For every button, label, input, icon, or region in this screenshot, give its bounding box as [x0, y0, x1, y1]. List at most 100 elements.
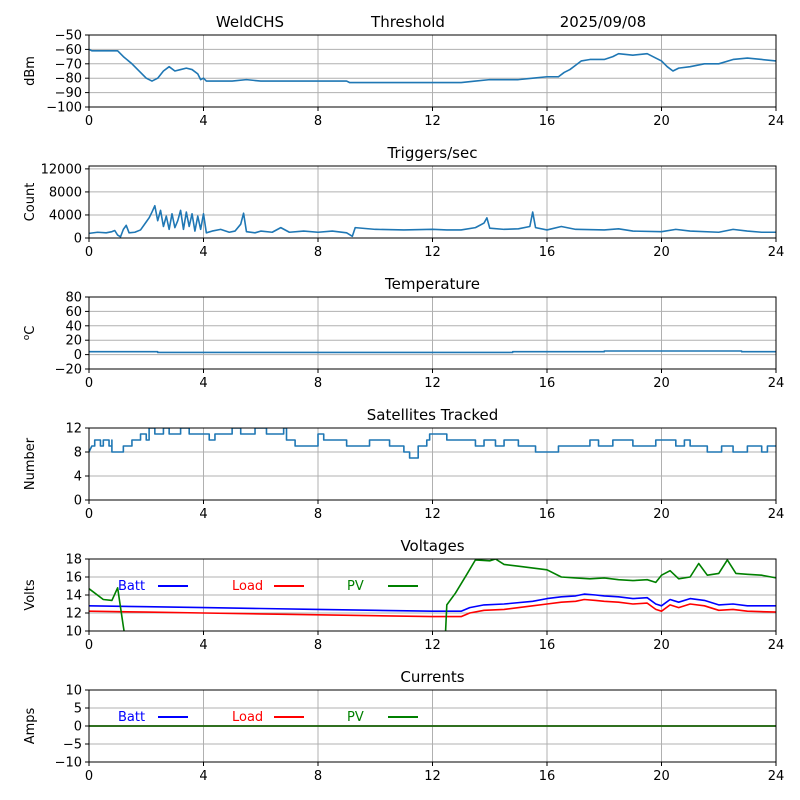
triggers-x-tick-label: 0: [85, 245, 93, 260]
voltages-y-axis-label: Volts: [23, 579, 38, 611]
currents-x-tick-label: 0: [85, 769, 93, 784]
threshold-x-tick-label: 16: [539, 114, 556, 129]
currents-x-tick-label: 16: [539, 769, 556, 784]
satellites-series-line: [89, 428, 776, 459]
temperature-title: Temperature: [384, 275, 480, 293]
voltages-y-tick-label: 14: [65, 589, 82, 604]
temperature-y-tick-label: −20: [55, 363, 82, 378]
currents-y-axis-label: Amps: [23, 707, 38, 744]
voltages-x-tick-label: 4: [199, 638, 207, 653]
temperature-y-tick-label: 80: [65, 291, 82, 306]
satellites-x-tick-label: 0: [85, 507, 93, 522]
satellites-x-tick-label: 16: [539, 507, 556, 522]
threshold-title: Threshold: [370, 13, 445, 31]
satellites-x-tick-label: 20: [653, 507, 670, 522]
voltages-panel: 0 4 8 12 16 20 24 10 12 14 16 18 Voltages Volts Batt Lo…: [23, 537, 784, 653]
station-name: WeldCHS: [216, 13, 284, 31]
satellites-y-tick-label: 8: [74, 446, 82, 461]
voltages-x-tick-label: 8: [314, 638, 322, 653]
triggers-y-tick-label: 8000: [49, 185, 82, 200]
temperature-y-axis-label: oC: [22, 326, 38, 341]
temperature-x-tick-label: 0: [85, 376, 93, 391]
voltages-legend-batt-label: Batt: [118, 579, 145, 594]
satellites-y-tick-label: 0: [74, 494, 82, 509]
temperature-y-tick-label: 20: [65, 334, 82, 349]
temperature-x-tick-label: 20: [653, 376, 670, 391]
currents-x-tick-label: 20: [653, 769, 670, 784]
currents-legend-pv-label: PV: [347, 710, 364, 725]
threshold-panel: 0 4 8 12 16 20 24 −100−90−80−70−60−50 dBm: [23, 29, 784, 130]
voltages-y-tick-label: 10: [65, 625, 82, 640]
threshold-y-tick-label: −100: [46, 101, 82, 116]
date-label: 2025/09/08: [560, 13, 646, 31]
threshold-x-tick-label: 24: [768, 114, 785, 129]
triggers-x-tick-label: 8: [314, 245, 322, 260]
threshold-y-tick-label: −70: [55, 57, 82, 72]
temperature-y-tick-label: 0: [74, 348, 82, 363]
temperature-x-tick-label: 4: [199, 376, 207, 391]
temperature-x-tick-label: 12: [424, 376, 441, 391]
triggers-y-tick-label: 4000: [49, 208, 82, 223]
triggers-panel: 0 4 8 12 16 20 24 0 4000 8000 12000 Triggers/sec Cou…: [23, 144, 784, 260]
temperature-x-tick-label: 24: [768, 376, 785, 391]
voltages-x-tick-label: 20: [653, 638, 670, 653]
currents-x-tick-label: 8: [314, 769, 322, 784]
threshold-y-axis-label: dBm: [23, 56, 38, 86]
temperature-y-tick-label: 60: [65, 305, 82, 320]
threshold-x-tick-label: 12: [424, 114, 441, 129]
threshold-x-tick-label: 0: [85, 114, 93, 129]
triggers-x-tick-label: 20: [653, 245, 670, 260]
satellites-y-tick-label: 12: [65, 422, 82, 437]
figure-header: WeldCHS Threshold 2025/09/08: [216, 13, 646, 31]
satellites-x-tick-label: 8: [314, 507, 322, 522]
voltages-series-pv: [89, 559, 776, 631]
triggers-series-line: [89, 204, 776, 238]
triggers-y-axis-label: Count: [23, 183, 38, 222]
voltages-y-tick-label: 16: [65, 571, 82, 586]
currents-x-tick-label: 24: [768, 769, 785, 784]
voltages-x-tick-label: 24: [768, 638, 785, 653]
threshold-y-tick-label: −90: [55, 86, 82, 101]
threshold-x-tick-label: 4: [199, 114, 207, 129]
threshold-y-tick-label: −60: [55, 43, 82, 58]
currents-panel: 0 4 8 12 16 20 24 −10 −5 0 5 10 Currents Amps Batt Load…: [23, 668, 784, 784]
temperature-x-tick-label: 8: [314, 376, 322, 391]
threshold-x-tick-label: 20: [653, 114, 670, 129]
triggers-title: Triggers/sec: [387, 144, 478, 162]
triggers-x-tick-label: 24: [768, 245, 785, 260]
threshold-y-tick-label: −80: [55, 72, 82, 87]
threshold-y-tick-label: −50: [55, 29, 82, 44]
satellites-y-axis-label: Number: [23, 437, 38, 490]
currents-y-tick-label: 5: [74, 702, 82, 717]
voltages-y-tick-label: 12: [65, 607, 82, 622]
currents-y-tick-label: 0: [74, 720, 82, 735]
voltages-series-load: [89, 598, 776, 618]
temperature-x-tick-label: 16: [539, 376, 556, 391]
satellites-x-tick-label: 24: [768, 507, 785, 522]
satellites-panel: 0 4 8 12 16 20 24 0 4 8 12 Satellites Tracked Number: [23, 406, 784, 522]
currents-y-tick-label: −10: [55, 756, 82, 771]
voltages-series-batt: [89, 593, 776, 613]
satellites-x-tick-label: 4: [199, 507, 207, 522]
currents-legend-load-label: Load: [232, 710, 263, 725]
currents-legend-batt-label: Batt: [118, 710, 145, 725]
voltages-legend-load-label: Load: [232, 579, 263, 594]
temperature-series-line: [89, 350, 776, 354]
voltages-title: Voltages: [400, 537, 464, 555]
triggers-y-tick-label: 0: [74, 232, 82, 247]
triggers-x-tick-label: 4: [199, 245, 207, 260]
temperature-y-tick-label: 40: [65, 319, 82, 334]
triggers-x-tick-label: 12: [424, 245, 441, 260]
satellites-title: Satellites Tracked: [367, 406, 498, 424]
currents-y-tick-label: −5: [63, 738, 82, 753]
satellites-y-tick-label: 4: [74, 470, 82, 485]
voltages-x-tick-label: 0: [85, 638, 93, 653]
threshold-x-tick-label: 8: [314, 114, 322, 129]
currents-y-tick-label: 10: [65, 684, 82, 699]
threshold-series-line: [89, 48, 776, 84]
currents-title: Currents: [400, 668, 464, 686]
voltages-x-tick-label: 16: [539, 638, 556, 653]
